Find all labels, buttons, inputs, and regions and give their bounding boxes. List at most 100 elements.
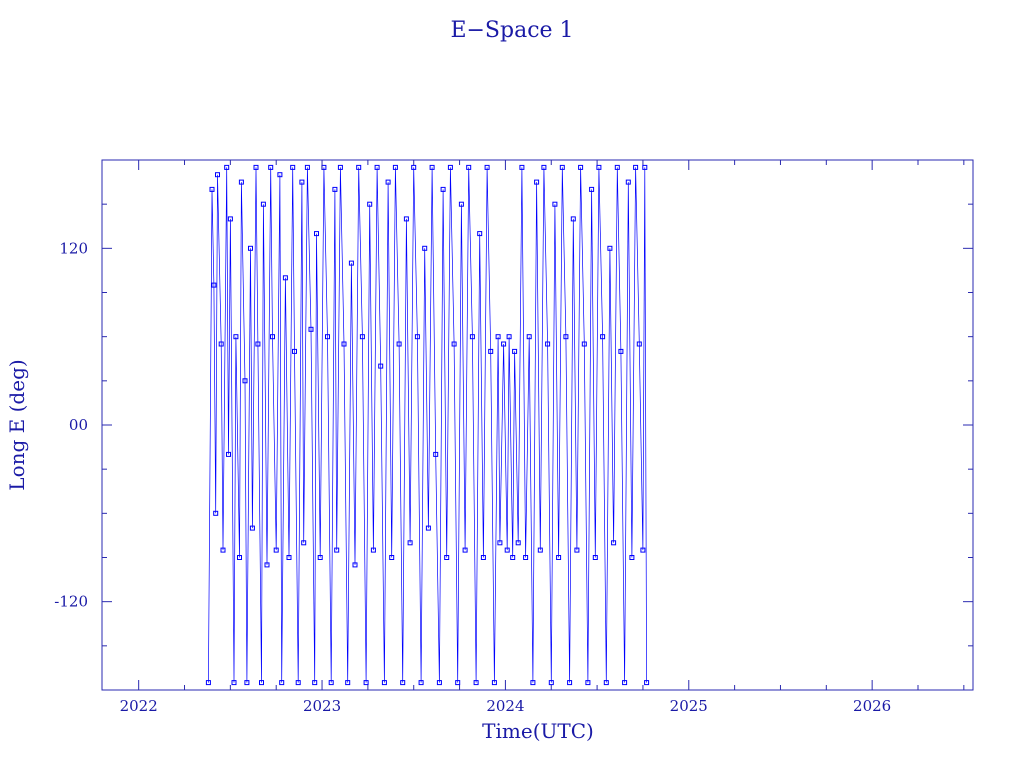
data-point	[273, 547, 279, 553]
data-point	[314, 231, 319, 237]
data-point	[512, 348, 518, 354]
data-point	[337, 164, 343, 170]
data-point	[348, 260, 354, 266]
data-point	[633, 164, 639, 170]
data-point	[215, 172, 220, 178]
data-point	[504, 547, 510, 553]
data-point	[213, 510, 219, 516]
data-point	[574, 547, 580, 553]
data-point	[592, 555, 598, 560]
data-point	[385, 179, 391, 185]
data-point	[304, 164, 310, 170]
data-point	[220, 547, 226, 553]
y-tick-label: 00	[69, 416, 88, 434]
data-point	[537, 547, 543, 553]
data-point	[629, 555, 635, 560]
data-point	[233, 334, 239, 340]
data-point	[328, 680, 334, 686]
data-point	[515, 540, 521, 546]
data-point	[607, 245, 613, 251]
data-point	[218, 341, 224, 347]
data-point	[268, 164, 274, 170]
data-point	[497, 540, 503, 546]
data-point	[618, 348, 624, 354]
data-point	[363, 680, 369, 686]
data-point	[290, 164, 296, 170]
data-point	[205, 680, 211, 686]
data-point	[491, 680, 497, 686]
data-point	[260, 201, 266, 207]
data-point	[600, 334, 606, 340]
y-tick-label: -120	[54, 593, 88, 611]
data-point	[429, 164, 435, 170]
data-point	[270, 334, 275, 340]
data-point	[277, 172, 283, 178]
data-point	[374, 164, 380, 170]
data-point	[231, 680, 237, 686]
y-axis-label: Long E (deg)	[5, 359, 29, 490]
data-point	[325, 334, 330, 340]
data-point	[444, 555, 450, 560]
series-layer	[205, 164, 650, 686]
data-point	[411, 164, 417, 170]
data-point	[244, 680, 250, 686]
data-point	[392, 164, 398, 170]
data-point	[259, 680, 264, 686]
data-point	[567, 680, 573, 686]
data-point	[356, 164, 362, 170]
data-point	[400, 680, 406, 686]
data-point	[495, 334, 501, 340]
data-point	[510, 555, 516, 560]
data-point	[312, 680, 318, 686]
data-point	[282, 275, 288, 281]
data-point	[292, 348, 297, 354]
data-point	[642, 164, 648, 170]
data-point	[614, 164, 620, 170]
data-point	[255, 341, 261, 347]
data-point	[501, 341, 507, 347]
data-point	[556, 555, 562, 560]
data-point	[585, 680, 591, 686]
x-tick-label: 2025	[670, 697, 708, 715]
data-point	[563, 334, 569, 340]
data-point	[625, 179, 631, 185]
data-point	[295, 680, 301, 686]
data-point	[523, 555, 529, 560]
data-point	[317, 555, 323, 560]
data-point	[447, 164, 453, 170]
data-point	[484, 164, 490, 170]
data-point	[345, 680, 351, 686]
data-point	[334, 547, 340, 553]
data-point	[396, 341, 402, 347]
data-point	[477, 231, 483, 237]
data-point	[519, 164, 525, 170]
data-point	[559, 164, 565, 170]
data-point	[440, 186, 446, 192]
data-point	[455, 680, 461, 686]
data-point	[227, 216, 233, 222]
data-point	[226, 451, 231, 457]
data-point	[367, 201, 373, 207]
data-point	[526, 334, 532, 340]
data-point	[462, 547, 468, 553]
data-point	[381, 680, 387, 686]
data-point	[359, 334, 365, 340]
data-point	[581, 341, 587, 347]
data-point	[242, 378, 248, 384]
data-point	[407, 540, 413, 546]
data-point	[422, 245, 428, 251]
data-point	[506, 334, 512, 340]
data-point	[541, 164, 547, 170]
data-point	[299, 179, 305, 185]
data-point	[578, 164, 584, 170]
data-point	[469, 334, 475, 340]
data-point	[636, 341, 642, 347]
data-point	[480, 555, 486, 560]
data-point	[473, 680, 479, 686]
data-point	[596, 164, 602, 170]
axis-ticks	[102, 160, 973, 690]
data-point	[352, 562, 358, 568]
data-point	[611, 540, 617, 546]
y-tick-label: 120	[59, 239, 88, 257]
data-point	[603, 680, 609, 686]
